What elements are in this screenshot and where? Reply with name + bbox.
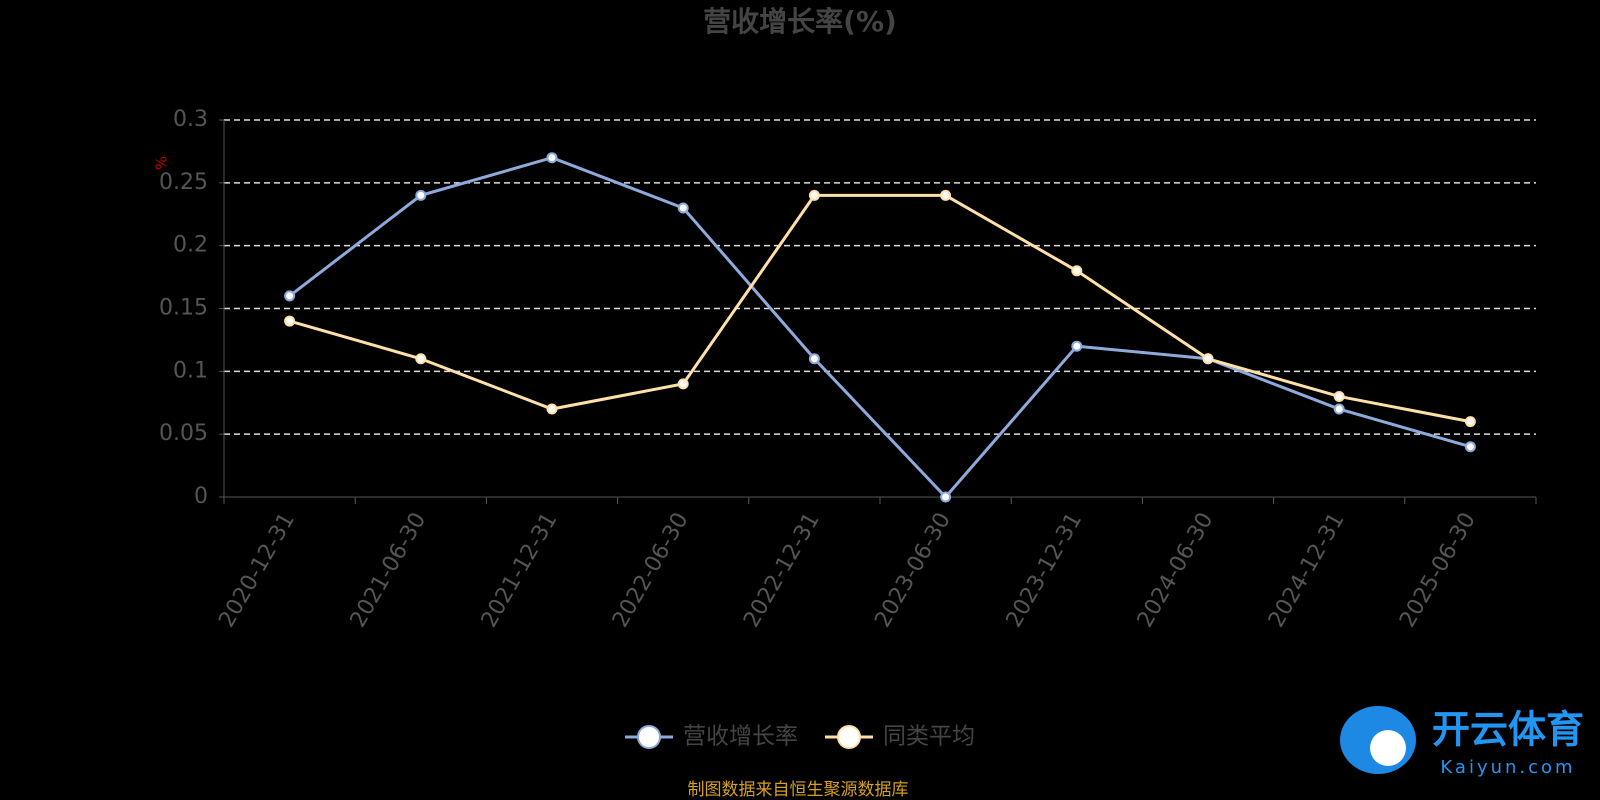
y-tick-label: 0.15	[159, 296, 208, 321]
data-point	[1333, 403, 1345, 415]
watermark-name: 开云体育	[1432, 708, 1584, 752]
source-note: 制图数据来自恒生聚源数据库	[688, 780, 909, 800]
series-line	[289, 193, 1471, 424]
data-point	[1202, 353, 1214, 365]
y-tick-label: 0.05	[159, 421, 208, 446]
data-point	[808, 189, 820, 201]
data-point	[1464, 441, 1476, 453]
series-line	[288, 156, 1471, 500]
y-tick-label: 0.3	[173, 107, 208, 132]
data-point	[1071, 265, 1083, 277]
data-point	[940, 189, 952, 201]
data-point	[1464, 416, 1476, 428]
data-point	[1333, 390, 1345, 402]
data-point	[284, 315, 296, 327]
data-point	[808, 353, 820, 365]
logo-ball	[1370, 730, 1406, 766]
data-point	[546, 403, 558, 415]
watermark-site: Kaiyun.com	[1440, 757, 1575, 778]
data-point	[940, 491, 952, 503]
data-point	[284, 290, 296, 302]
chart-title: 营收增长率(%)	[703, 5, 897, 38]
legend-label: 同类平均	[883, 724, 975, 750]
data-point	[546, 152, 558, 164]
y-tick-label: 0.1	[173, 358, 208, 383]
data-point	[415, 189, 427, 201]
legend-label: 营收增长率	[683, 724, 798, 750]
watermark: 开云体育 Kaiyun.com	[1340, 706, 1584, 778]
data-point	[677, 202, 689, 214]
y-tick-label: 0.2	[173, 233, 208, 258]
y-axis-label: %	[153, 156, 171, 170]
data-point	[1071, 340, 1083, 352]
data-point	[415, 353, 427, 365]
legend-marker	[837, 725, 861, 749]
y-tick-label: 0.25	[159, 170, 208, 195]
legend-marker	[637, 725, 661, 749]
y-tick-label: 0	[194, 484, 208, 509]
data-point	[677, 378, 689, 390]
